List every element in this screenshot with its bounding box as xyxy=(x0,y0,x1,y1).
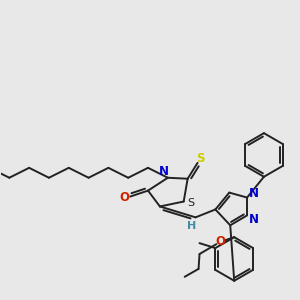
Text: H: H xyxy=(187,221,196,231)
Text: N: N xyxy=(159,165,169,178)
Text: S: S xyxy=(196,152,205,165)
Text: N: N xyxy=(249,213,259,226)
Text: O: O xyxy=(119,191,129,204)
Text: N: N xyxy=(249,187,259,200)
Text: S: S xyxy=(187,199,194,208)
Text: O: O xyxy=(215,235,225,248)
